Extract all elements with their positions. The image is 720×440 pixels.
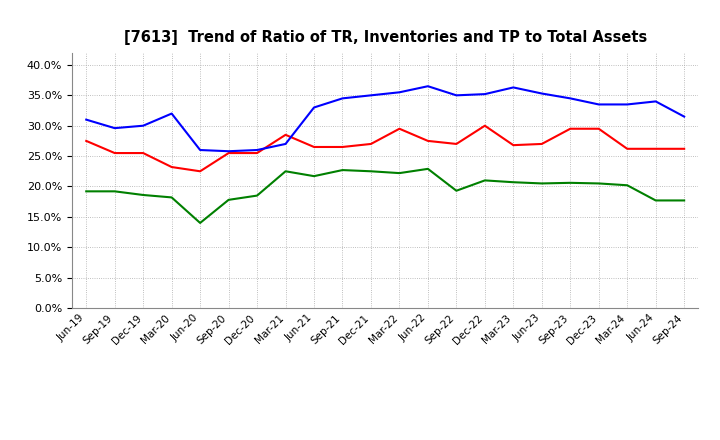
Line: Inventories: Inventories: [86, 86, 684, 151]
Trade Receivables: [652, 146, 660, 151]
Trade Receivables: [139, 150, 148, 156]
Trade Payables: [480, 178, 489, 183]
Inventories: [338, 96, 347, 101]
Inventories: [480, 92, 489, 97]
Inventories: [139, 123, 148, 128]
Trade Receivables: [595, 126, 603, 132]
Inventories: [566, 96, 575, 101]
Inventories: [537, 91, 546, 96]
Inventories: [652, 99, 660, 104]
Line: Trade Receivables: Trade Receivables: [86, 126, 684, 171]
Inventories: [253, 147, 261, 153]
Trade Receivables: [110, 150, 119, 156]
Trade Payables: [253, 193, 261, 198]
Trade Receivables: [680, 146, 688, 151]
Line: Trade Payables: Trade Payables: [86, 169, 684, 223]
Trade Payables: [423, 166, 432, 172]
Trade Receivables: [282, 132, 290, 137]
Trade Receivables: [338, 144, 347, 150]
Inventories: [366, 93, 375, 98]
Inventories: [282, 141, 290, 147]
Trade Receivables: [225, 150, 233, 156]
Trade Payables: [82, 189, 91, 194]
Trade Receivables: [423, 138, 432, 143]
Trade Payables: [225, 197, 233, 202]
Trade Receivables: [480, 123, 489, 128]
Trade Receivables: [509, 143, 518, 148]
Inventories: [196, 147, 204, 153]
Trade Payables: [395, 170, 404, 176]
Trade Payables: [139, 192, 148, 198]
Trade Payables: [167, 195, 176, 200]
Trade Receivables: [196, 169, 204, 174]
Trade Receivables: [566, 126, 575, 132]
Trade Payables: [537, 181, 546, 186]
Trade Payables: [310, 173, 318, 179]
Trade Receivables: [82, 138, 91, 143]
Trade Receivables: [366, 141, 375, 147]
Trade Payables: [282, 169, 290, 174]
Trade Payables: [566, 180, 575, 186]
Inventories: [82, 117, 91, 122]
Inventories: [310, 105, 318, 110]
Trade Payables: [110, 189, 119, 194]
Inventories: [452, 93, 461, 98]
Trade Payables: [509, 180, 518, 185]
Trade Payables: [623, 183, 631, 188]
Title: [7613]  Trend of Ratio of TR, Inventories and TP to Total Assets: [7613] Trend of Ratio of TR, Inventories…: [124, 29, 647, 45]
Trade Payables: [652, 198, 660, 203]
Trade Payables: [452, 188, 461, 193]
Inventories: [110, 125, 119, 131]
Inventories: [623, 102, 631, 107]
Trade Receivables: [253, 150, 261, 156]
Trade Receivables: [167, 165, 176, 170]
Inventories: [595, 102, 603, 107]
Inventories: [395, 90, 404, 95]
Inventories: [225, 149, 233, 154]
Trade Payables: [366, 169, 375, 174]
Trade Receivables: [310, 144, 318, 150]
Inventories: [509, 85, 518, 90]
Inventories: [680, 114, 688, 119]
Trade Receivables: [537, 141, 546, 147]
Trade Receivables: [395, 126, 404, 132]
Trade Receivables: [623, 146, 631, 151]
Trade Receivables: [452, 141, 461, 147]
Trade Payables: [196, 220, 204, 226]
Inventories: [423, 84, 432, 89]
Inventories: [167, 111, 176, 116]
Trade Payables: [338, 168, 347, 173]
Trade Payables: [680, 198, 688, 203]
Trade Payables: [595, 181, 603, 186]
